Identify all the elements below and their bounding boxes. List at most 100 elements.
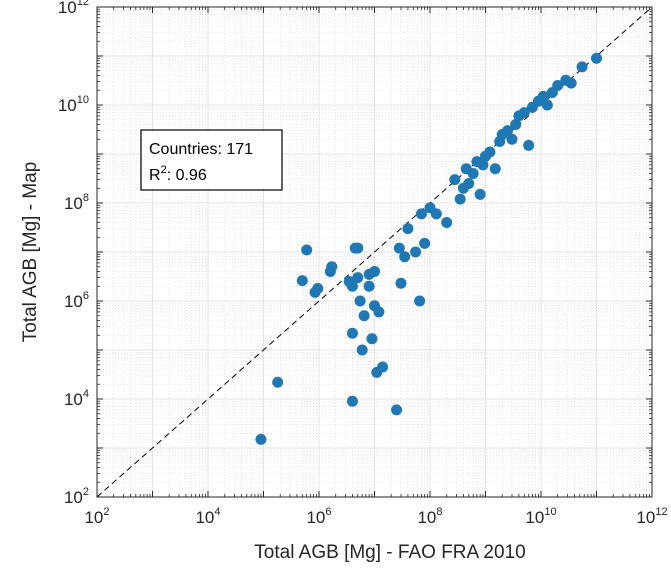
x-tick-base: 10 <box>195 508 214 527</box>
x-tick-label: 104 <box>195 506 220 527</box>
y-tick-base: 10 <box>64 292 83 311</box>
x-tick-base: 10 <box>306 508 325 527</box>
data-point <box>346 280 358 292</box>
x-tick-base: 10 <box>636 508 655 527</box>
data-point <box>591 52 602 64</box>
y-tick-exponent: 10 <box>77 94 89 106</box>
data-point <box>541 99 553 111</box>
x-tick-exponent: 6 <box>325 506 331 518</box>
data-point <box>356 344 368 356</box>
data-point <box>489 163 501 175</box>
y-tick-base: 10 <box>58 96 77 115</box>
data-point <box>391 404 403 416</box>
y-tick-exponent: 2 <box>83 486 89 498</box>
x-tick-labels: 102 104 106 108 1010 1012 <box>84 506 667 527</box>
annotation-r2: R2: 0.96 <box>149 164 207 184</box>
annotation-countries: Countries: 171 <box>149 141 253 158</box>
y-axis-label: Total AGB [Mg] - Map <box>20 162 41 343</box>
x-tick-exponent: 12 <box>655 506 667 518</box>
data-point <box>399 251 411 263</box>
data-point <box>393 242 405 254</box>
y-tick-label: 106 <box>64 290 89 311</box>
x-tick-exponent: 10 <box>544 506 556 518</box>
data-point <box>454 193 466 205</box>
data-points <box>255 52 602 445</box>
data-point <box>467 167 479 179</box>
x-tick-base: 10 <box>525 508 544 527</box>
y-tick-exponent: 8 <box>83 192 89 204</box>
y-tick-exponent: 12 <box>77 0 89 8</box>
data-point <box>410 246 422 258</box>
y-tick-base: 10 <box>64 488 83 507</box>
y-tick-label: 102 <box>64 486 89 507</box>
annotation-r2-sup: 2 <box>161 164 167 176</box>
data-point <box>415 208 427 220</box>
data-point <box>352 242 364 254</box>
x-tick-label: 108 <box>417 506 442 527</box>
data-point <box>296 275 308 287</box>
y-tick-base: 10 <box>64 194 83 213</box>
data-point <box>395 277 407 289</box>
data-point <box>402 223 414 235</box>
y-tick-label: 1010 <box>58 94 89 115</box>
data-point <box>419 237 431 249</box>
data-point <box>255 433 267 445</box>
data-point <box>484 146 496 158</box>
data-point <box>449 174 461 186</box>
annotation-frame <box>140 129 283 191</box>
x-tick-label: 1012 <box>636 506 667 527</box>
data-point <box>354 295 366 307</box>
data-point <box>272 376 284 388</box>
x-tick-exponent: 8 <box>436 506 442 518</box>
data-point <box>518 107 530 119</box>
annotation-r2-prefix: R <box>149 167 161 184</box>
data-point <box>502 125 514 137</box>
x-tick-label: 106 <box>306 506 331 527</box>
x-tick-label: 102 <box>84 506 109 527</box>
data-point <box>363 280 375 292</box>
data-point <box>326 261 338 273</box>
x-tick-exponent: 4 <box>214 506 220 518</box>
data-point <box>510 118 522 130</box>
y-tick-label: 1012 <box>58 0 89 17</box>
data-point <box>463 178 475 190</box>
data-point <box>352 272 364 284</box>
annotation-r2-value: : 0.96 <box>167 167 207 184</box>
data-point <box>552 80 564 92</box>
data-point <box>474 188 486 200</box>
stats-annotation-box: Countries: 171 R2: 0.96 <box>140 129 283 191</box>
data-point <box>565 77 577 89</box>
data-point <box>441 216 453 228</box>
data-point <box>414 295 426 307</box>
y-tick-exponent: 4 <box>83 388 89 400</box>
data-point <box>301 244 313 256</box>
y-tick-label: 108 <box>64 192 89 213</box>
x-tick-base: 10 <box>84 508 103 527</box>
data-point <box>537 90 549 102</box>
x-tick-exponent: 2 <box>103 506 109 518</box>
data-point <box>373 306 385 318</box>
data-point <box>358 310 370 322</box>
data-point <box>477 159 489 171</box>
data-point <box>576 61 588 73</box>
data-point <box>369 265 380 277</box>
data-point <box>523 139 535 151</box>
data-point <box>312 282 324 294</box>
x-tick-label: 1010 <box>525 506 556 527</box>
one-to-one-reference-line <box>96 6 653 498</box>
data-point <box>430 208 442 220</box>
y-tick-exponent: 6 <box>83 290 89 302</box>
axis-ticks <box>96 6 653 498</box>
y-tick-label: 104 <box>64 388 89 409</box>
y-tick-base: 10 <box>64 390 83 409</box>
data-point <box>366 333 378 345</box>
y-tick-base: 10 <box>58 0 77 17</box>
data-point <box>506 133 518 145</box>
data-point <box>346 395 358 407</box>
x-tick-base: 10 <box>417 508 436 527</box>
data-point <box>377 361 389 373</box>
data-point <box>346 327 358 339</box>
x-axis-label: Total AGB [Mg] - FAO FRA 2010 <box>254 542 525 563</box>
